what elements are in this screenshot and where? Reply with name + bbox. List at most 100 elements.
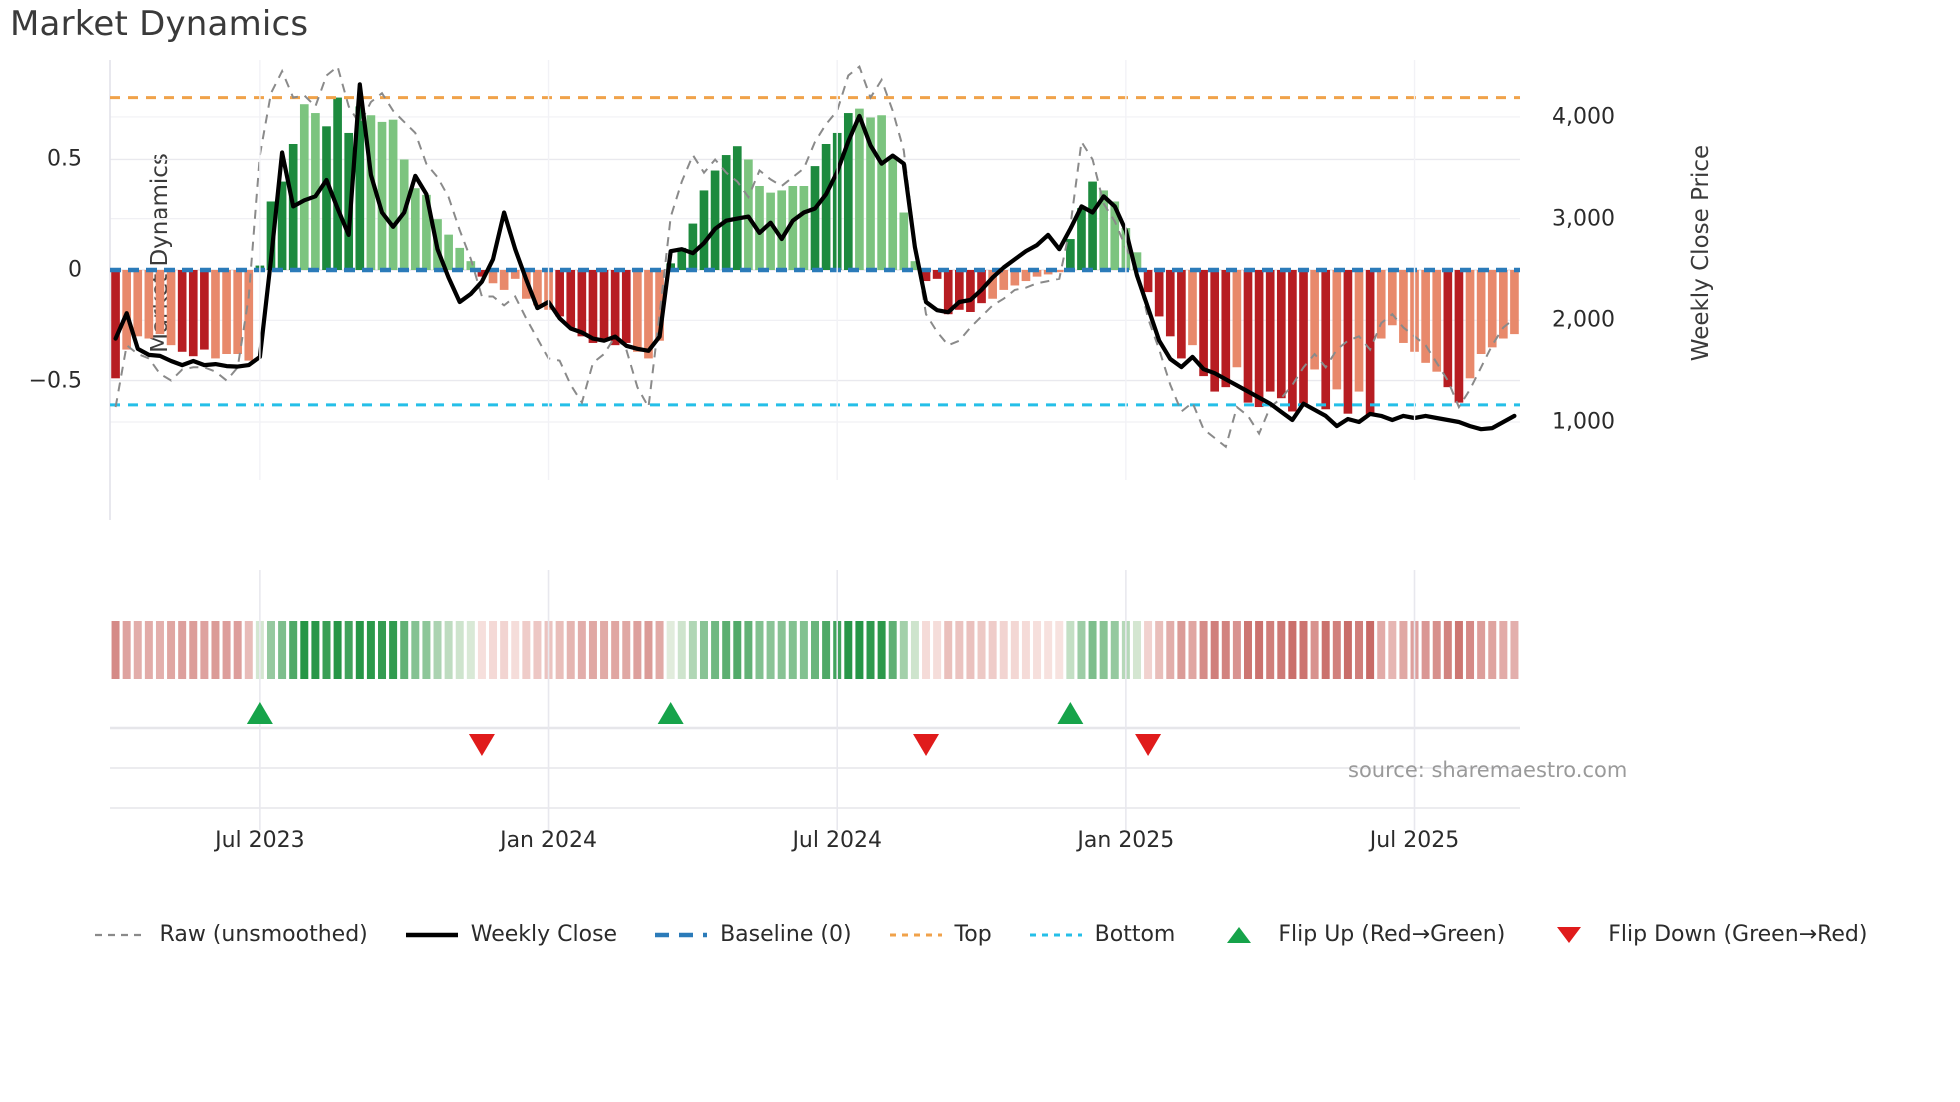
legend-item[interactable]: Bottom bbox=[1028, 922, 1176, 947]
bar bbox=[1232, 270, 1242, 368]
regime-cell bbox=[289, 621, 298, 679]
y-tick-right: 3,000 bbox=[1552, 206, 1615, 232]
regime-cell bbox=[233, 621, 242, 679]
bar bbox=[322, 126, 331, 270]
bar bbox=[122, 270, 131, 350]
regime-cell bbox=[844, 621, 853, 679]
bar bbox=[1177, 270, 1186, 359]
regime-cell bbox=[1210, 621, 1219, 679]
legend-label: Baseline (0) bbox=[720, 922, 852, 947]
regime-cell bbox=[1299, 621, 1308, 679]
legend-item[interactable]: Top bbox=[888, 922, 992, 947]
bar bbox=[1343, 270, 1353, 414]
flip-up-marker[interactable] bbox=[657, 702, 684, 724]
regime-cell bbox=[1188, 621, 1197, 679]
regime-cell bbox=[677, 621, 686, 679]
bar bbox=[1299, 270, 1308, 405]
regime-cell bbox=[1055, 621, 1064, 679]
flip-up-marker[interactable] bbox=[1057, 702, 1084, 724]
regime-heatmap-strip bbox=[110, 619, 1520, 681]
bar bbox=[1365, 270, 1375, 416]
legend-item[interactable]: Baseline (0) bbox=[653, 922, 852, 947]
regime-cell bbox=[1021, 621, 1030, 679]
bar bbox=[1443, 270, 1453, 388]
bar bbox=[533, 270, 542, 306]
bar bbox=[1032, 270, 1042, 277]
bar bbox=[1210, 270, 1220, 392]
regime-cell bbox=[1144, 621, 1153, 679]
flip-up-marker[interactable] bbox=[246, 702, 273, 724]
y-axis-right-label: Weekly Close Price bbox=[1688, 144, 1714, 362]
flip-down-marker[interactable] bbox=[468, 734, 495, 756]
regime-cell bbox=[666, 621, 675, 679]
bar bbox=[1432, 270, 1442, 372]
bar bbox=[1310, 270, 1319, 370]
regime-cell bbox=[466, 621, 475, 679]
regime-cell bbox=[566, 621, 575, 679]
bar bbox=[799, 186, 809, 270]
regime-cell bbox=[1510, 621, 1519, 679]
bar bbox=[699, 190, 709, 270]
bar bbox=[510, 270, 520, 279]
bar bbox=[888, 157, 898, 270]
regime-cell bbox=[822, 621, 831, 679]
x-tick-label: Jul 2024 bbox=[792, 828, 882, 853]
regime-cell bbox=[533, 621, 542, 679]
bar bbox=[599, 270, 609, 341]
regime-cell bbox=[766, 621, 775, 679]
legend-item[interactable]: Flip Up (Red→Green) bbox=[1211, 922, 1505, 947]
regime-cell bbox=[755, 621, 764, 679]
flip-down-marker[interactable] bbox=[1135, 734, 1162, 756]
regime-cell bbox=[355, 621, 364, 679]
triangle-up-icon bbox=[1227, 926, 1252, 943]
y-tick-left: 0.5 bbox=[47, 146, 82, 172]
regime-cell bbox=[200, 621, 209, 679]
bar bbox=[1110, 201, 1120, 270]
flip-down-marker[interactable] bbox=[913, 734, 940, 756]
regime-cell bbox=[155, 621, 164, 679]
bar bbox=[1010, 270, 1020, 286]
regime-cell bbox=[1477, 621, 1486, 679]
bar bbox=[1265, 270, 1275, 392]
regime-cell bbox=[1099, 621, 1108, 679]
y-axis-left-ticks: 0.5 0 −0.5 bbox=[0, 60, 96, 480]
regime-cell bbox=[855, 621, 864, 679]
bar bbox=[1088, 181, 1097, 270]
legend-label: Bottom bbox=[1094, 922, 1176, 947]
bar bbox=[1154, 270, 1164, 317]
x-tick-label: Jan 2025 bbox=[1077, 828, 1175, 853]
x-tick-label: Jul 2025 bbox=[1369, 828, 1460, 853]
bar bbox=[244, 270, 254, 361]
regime-cell bbox=[189, 621, 198, 679]
bar bbox=[1421, 270, 1430, 363]
bar bbox=[1099, 190, 1108, 270]
bar bbox=[621, 270, 631, 343]
bar bbox=[188, 270, 198, 357]
bar bbox=[977, 270, 986, 304]
bar bbox=[655, 270, 664, 341]
bar bbox=[1387, 270, 1397, 326]
flip-marker-lane bbox=[110, 570, 1520, 830]
bar bbox=[921, 270, 931, 282]
bar bbox=[1132, 252, 1142, 270]
regime-cell bbox=[600, 621, 609, 679]
bar bbox=[732, 146, 742, 270]
legend-item[interactable]: Flip Down (Green→Red) bbox=[1541, 922, 1867, 947]
bar bbox=[1077, 208, 1086, 270]
bar bbox=[932, 270, 942, 279]
regime-cell bbox=[722, 621, 731, 679]
regime-cell bbox=[555, 621, 564, 679]
legend-item[interactable]: Weekly Close bbox=[404, 922, 617, 947]
bar bbox=[466, 261, 476, 270]
regime-cell bbox=[944, 621, 953, 679]
bar bbox=[1476, 270, 1486, 354]
bar bbox=[1510, 270, 1519, 335]
bar bbox=[477, 270, 487, 277]
regime-cell bbox=[866, 621, 875, 679]
legend-item[interactable]: Raw (unsmoothed) bbox=[93, 922, 368, 947]
bar bbox=[566, 270, 576, 328]
bar bbox=[200, 270, 209, 350]
regime-cell bbox=[1255, 621, 1264, 679]
y-axis-right-ticks: 4,000 3,000 2,000 1,000 bbox=[1534, 60, 1674, 480]
regime-cell bbox=[777, 621, 786, 679]
